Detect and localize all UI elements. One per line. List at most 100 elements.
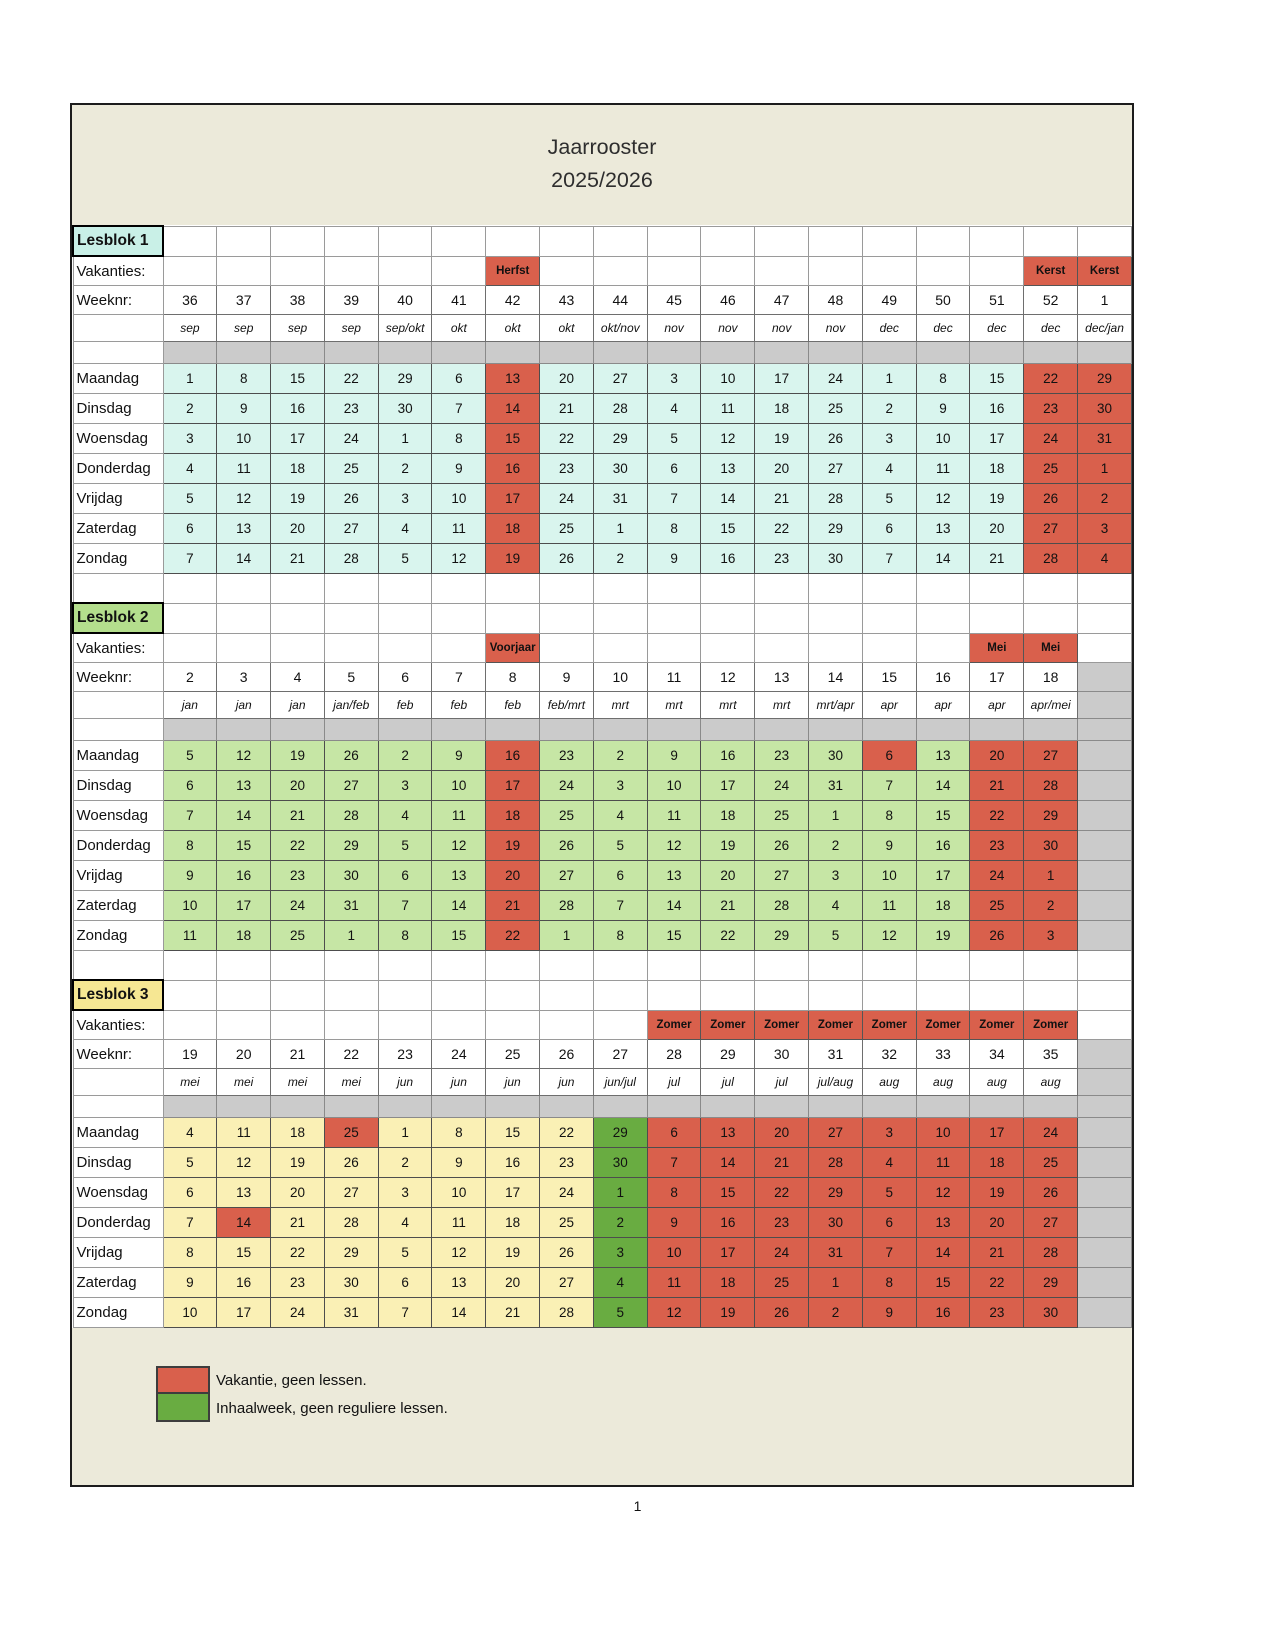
date-cell: 31 [323, 1297, 379, 1328]
date-cell: 11 [861, 890, 917, 921]
empty-cell [431, 1009, 487, 1040]
date-cell: 1 [377, 423, 433, 454]
date-cell: 6 [377, 860, 433, 891]
date-cell: 15 [969, 363, 1025, 394]
page-number: 1 [633, 1498, 642, 1514]
vacation-date-cell: 18 [485, 800, 541, 831]
month-cell: dec [915, 314, 971, 342]
spacer-cell [162, 1095, 218, 1118]
inhaal-date-cell: 5 [592, 1297, 648, 1328]
spacer-cell [216, 718, 272, 741]
date-cell: 11 [162, 920, 218, 951]
date-cell: 8 [216, 363, 272, 394]
filler-cell [1077, 1147, 1132, 1178]
date-cell: 17 [754, 363, 810, 394]
date-cell: 8 [646, 513, 702, 544]
month-cell: feb [485, 691, 541, 719]
day-row: Maandag 1 8 15 22 29 6 13 20 27 3 10 17 24 1 8 15 22 29 [72, 363, 1132, 394]
week-number-cell: 4 [270, 662, 325, 692]
vacation-date-cell: 30 [1023, 1297, 1079, 1328]
date-cell: 25 [323, 453, 379, 484]
empty-cell [646, 979, 702, 1011]
date-cell: 5 [377, 1237, 433, 1268]
empty-cell [1023, 979, 1079, 1011]
empty-cell [539, 950, 594, 981]
date-cell: 15 [646, 920, 702, 951]
date-cell: 3 [646, 363, 702, 394]
vacation-date-cell: 27 [1023, 513, 1079, 544]
week-number-cell: 14 [808, 662, 863, 692]
date-cell: 30 [592, 453, 648, 484]
vacation-date-cell: 21 [969, 1237, 1025, 1268]
vacation-label-cell: Zomer [808, 1009, 863, 1040]
schedule-sheet: Jaarrooster 2025/2026 Lesblok 1 Vakanties… [70, 103, 1134, 1487]
date-cell: 10 [162, 890, 218, 921]
date-cell: 30 [377, 393, 433, 424]
date-cell: 30 [808, 740, 863, 771]
empty-cell [700, 979, 756, 1011]
week-number-cell: 9 [539, 662, 594, 692]
date-cell: 10 [700, 363, 756, 394]
empty-cell [915, 602, 971, 634]
month-row: jan jan jan jan/feb feb feb feb feb/mrt mrt mrt mr… [72, 691, 1132, 719]
vacation-date-cell: 15 [485, 423, 541, 454]
date-cell: 12 [216, 740, 272, 771]
month-cell: okt [539, 314, 594, 342]
vacations-row-label: Vakanties: [72, 255, 164, 286]
week-number-cell: 1 [1077, 285, 1132, 315]
date-cell: 23 [539, 1147, 594, 1178]
empty-cell [808, 632, 863, 663]
vacation-date-cell: 21 [969, 770, 1025, 801]
vacation-date-cell: 1 [808, 1267, 863, 1298]
vacation-date-cell: 4 [861, 1147, 917, 1178]
empty-cell [1077, 1009, 1132, 1040]
empty-cell [162, 632, 218, 663]
month-cell: jan/feb [323, 691, 379, 719]
date-cell: 29 [377, 363, 433, 394]
spacer-cell [162, 718, 218, 741]
week-number-cell: 18 [1023, 662, 1079, 692]
date-cell: 24 [754, 770, 810, 801]
vacation-date-cell: 30 [1077, 393, 1132, 424]
week-number-cell: 47 [754, 285, 810, 315]
date-cell: 18 [754, 393, 810, 424]
date-cell: 19 [270, 483, 325, 514]
empty-cell [808, 573, 863, 604]
date-cell: 14 [216, 543, 272, 574]
spacer-cell [216, 341, 272, 364]
vacation-date-cell: 26 [754, 1297, 810, 1328]
date-cell: 1 [377, 1117, 433, 1148]
schedule-table-body: Lesblok 1 Vakanties: Herfst Kerst Kerst Weekn… [72, 225, 1132, 1328]
month-cell: jun/jul [592, 1068, 648, 1096]
month-cell: nov [754, 314, 810, 342]
week-number-cell: 45 [646, 285, 702, 315]
date-cell: 2 [377, 453, 433, 484]
spacer-cell [539, 1095, 594, 1118]
empty-cell [539, 602, 594, 634]
empty-cell [1077, 950, 1132, 981]
vacation-date-cell: 28 [1023, 543, 1079, 574]
empty-cell [592, 979, 648, 1011]
spacer-row [72, 718, 1132, 741]
date-cell: 27 [323, 1177, 379, 1208]
vacation-date-cell: 29 [808, 1177, 863, 1208]
empty-cell [431, 979, 487, 1011]
month-row-label [72, 691, 164, 719]
vacation-date-cell: 16 [700, 1207, 756, 1238]
vacation-date-cell: 6 [861, 740, 917, 771]
week-number-cell: 30 [754, 1039, 810, 1069]
empty-cell [377, 225, 433, 257]
empty-cell [1077, 573, 1132, 604]
day-name-cell: Zondag [72, 543, 164, 574]
date-cell: 27 [808, 453, 863, 484]
empty-cell [592, 225, 648, 257]
spacer-cell [485, 718, 541, 741]
empty-cell [270, 573, 325, 604]
date-cell: 22 [539, 1117, 594, 1148]
empty-cell [1077, 979, 1132, 1011]
empty-cell [915, 979, 971, 1011]
month-cell: aug [915, 1068, 971, 1096]
vacation-date-cell: 21 [485, 890, 541, 921]
date-cell: 31 [808, 770, 863, 801]
date-cell: 7 [646, 483, 702, 514]
